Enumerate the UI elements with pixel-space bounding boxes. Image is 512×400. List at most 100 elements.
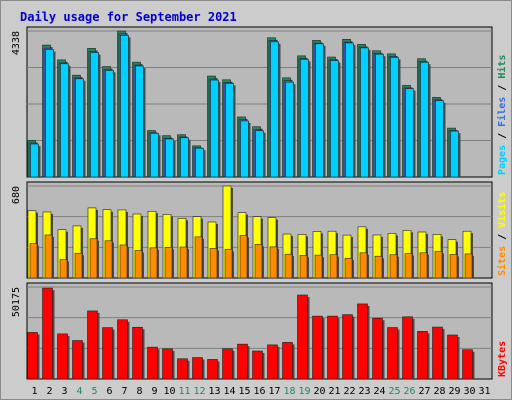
bar-kbytes-day-7 <box>117 319 128 380</box>
bar-kbytes-day-6 <box>102 327 113 380</box>
bar-pages-day-21 <box>330 60 339 178</box>
y-max-label: 680 <box>11 186 22 204</box>
bar-sites-day-22 <box>344 257 353 279</box>
bar-kbytes-day-2 <box>42 287 53 380</box>
bar-pages-day-12 <box>195 147 204 178</box>
bar-sites-day-15 <box>239 235 248 279</box>
x-axis-day-labels: 1 2 3 4 5 6 7 8 9 10 11 12 13 14 15 16 17 18 19 20 21 22 23 24 2… <box>31 386 490 397</box>
bar-kbytes-day-25 <box>387 327 398 380</box>
x-tick-label: 11 <box>178 386 190 397</box>
bar-sites-day-27 <box>419 252 428 279</box>
bar-pages-day-29 <box>450 130 459 178</box>
bar-kbytes-day-26 <box>402 316 413 380</box>
legend-hits: Hits <box>496 55 508 79</box>
legend-separator: / <box>497 127 508 145</box>
bar-pages-day-8 <box>135 65 144 178</box>
bar-sites-day-29 <box>449 254 458 279</box>
x-tick-label: 27 <box>418 386 430 397</box>
bar-kbytes-day-10 <box>162 348 173 380</box>
bar-kbytes-day-16 <box>252 350 263 380</box>
bar-pages-day-11 <box>180 137 189 178</box>
x-tick-label: 18 <box>283 386 295 397</box>
bar-pages-day-23 <box>360 47 369 178</box>
bar-kbytes-day-27 <box>417 331 428 380</box>
x-tick-label: 19 <box>298 386 310 397</box>
x-tick-label: 31 <box>478 386 490 397</box>
bar-pages-day-1 <box>30 143 39 178</box>
legend-pages: Pages <box>497 145 508 175</box>
bar-kbytes-day-29 <box>447 334 458 380</box>
bar-sites-day-7 <box>119 244 128 279</box>
bar-pages-day-13 <box>210 79 219 178</box>
bar-pages-day-9 <box>150 132 159 178</box>
bar-kbytes-day-8 <box>132 326 143 380</box>
bar-sites-day-21 <box>329 254 338 279</box>
bar-kbytes-day-17 <box>267 344 278 380</box>
y-max-label: 50175 <box>11 287 22 317</box>
bar-kbytes-day-28 <box>432 326 443 380</box>
bar-sites-day-18 <box>284 253 293 279</box>
panel-legend-label: KBytes <box>497 341 508 377</box>
x-tick-label: 25 <box>388 386 400 397</box>
bar-pages-day-25 <box>390 57 399 178</box>
bar-sites-day-1 <box>29 243 38 279</box>
bar-kbytes-day-5 <box>87 310 98 380</box>
x-tick-label: 20 <box>313 386 325 397</box>
bar-pages-day-3 <box>60 63 69 178</box>
panel-kbytes: 50175 KBytes <box>11 282 508 380</box>
bar-pages-day-24 <box>375 53 384 178</box>
x-tick-label: 30 <box>463 386 475 397</box>
bar-kbytes-day-20 <box>312 315 323 380</box>
bar-pages-day-14 <box>225 83 234 178</box>
legend-sites: Sites <box>496 246 508 276</box>
bar-pages-day-18 <box>285 81 294 178</box>
legend-kbytes: KBytes <box>497 341 508 377</box>
x-tick-label: 3 <box>61 386 67 397</box>
bar-kbytes-day-21 <box>327 315 338 380</box>
panel-visits-sites: 680 Sites / Visits <box>11 181 508 279</box>
x-tick-label: 14 <box>223 386 235 397</box>
bar-kbytes-day-18 <box>282 342 293 380</box>
bar-pages-day-26 <box>405 88 414 178</box>
x-tick-label: 24 <box>373 386 385 397</box>
bar-kbytes-day-3 <box>57 333 68 380</box>
x-tick-label: 15 <box>238 386 250 397</box>
series-pages <box>30 35 461 178</box>
bar-sites-day-12 <box>194 236 203 279</box>
x-tick-label: 2 <box>46 386 52 397</box>
panel-legend-label: Sites / Visits <box>496 192 508 276</box>
bar-sites-day-9 <box>149 247 158 279</box>
bar-pages-day-20 <box>315 43 324 178</box>
bar-kbytes-day-13 <box>207 359 218 380</box>
bar-kbytes-day-15 <box>237 343 248 380</box>
x-tick-label: 6 <box>106 386 112 397</box>
y-max-label: 4338 <box>11 31 22 55</box>
x-tick-label: 26 <box>403 386 415 397</box>
bar-sites-day-16 <box>254 244 263 279</box>
panel-legend-label: Pages / Files / Hits <box>496 55 508 175</box>
bar-pages-day-27 <box>420 61 429 178</box>
bar-pages-day-28 <box>435 100 444 178</box>
x-tick-label: 4 <box>76 386 82 397</box>
bar-sites-day-6 <box>104 240 113 279</box>
x-tick-label: 16 <box>253 386 265 397</box>
bar-pages-day-6 <box>105 70 114 178</box>
bar-kbytes-day-30 <box>462 349 473 380</box>
bar-pages-day-17 <box>270 41 279 178</box>
x-tick-label: 7 <box>121 386 127 397</box>
bar-sites-day-14 <box>224 249 233 279</box>
bar-kbytes-day-12 <box>192 357 203 380</box>
bar-pages-day-7 <box>120 35 129 178</box>
x-tick-label: 28 <box>433 386 445 397</box>
x-tick-label: 10 <box>163 386 175 397</box>
bar-sites-day-28 <box>434 251 443 279</box>
bar-kbytes-day-1 <box>27 332 38 380</box>
legend-separator: / <box>497 228 508 246</box>
bar-pages-day-16 <box>255 130 264 178</box>
bar-kbytes-day-22 <box>342 314 353 380</box>
x-tick-label: 12 <box>193 386 205 397</box>
bar-sites-day-5 <box>89 238 98 279</box>
bar-sites-day-11 <box>179 246 188 279</box>
